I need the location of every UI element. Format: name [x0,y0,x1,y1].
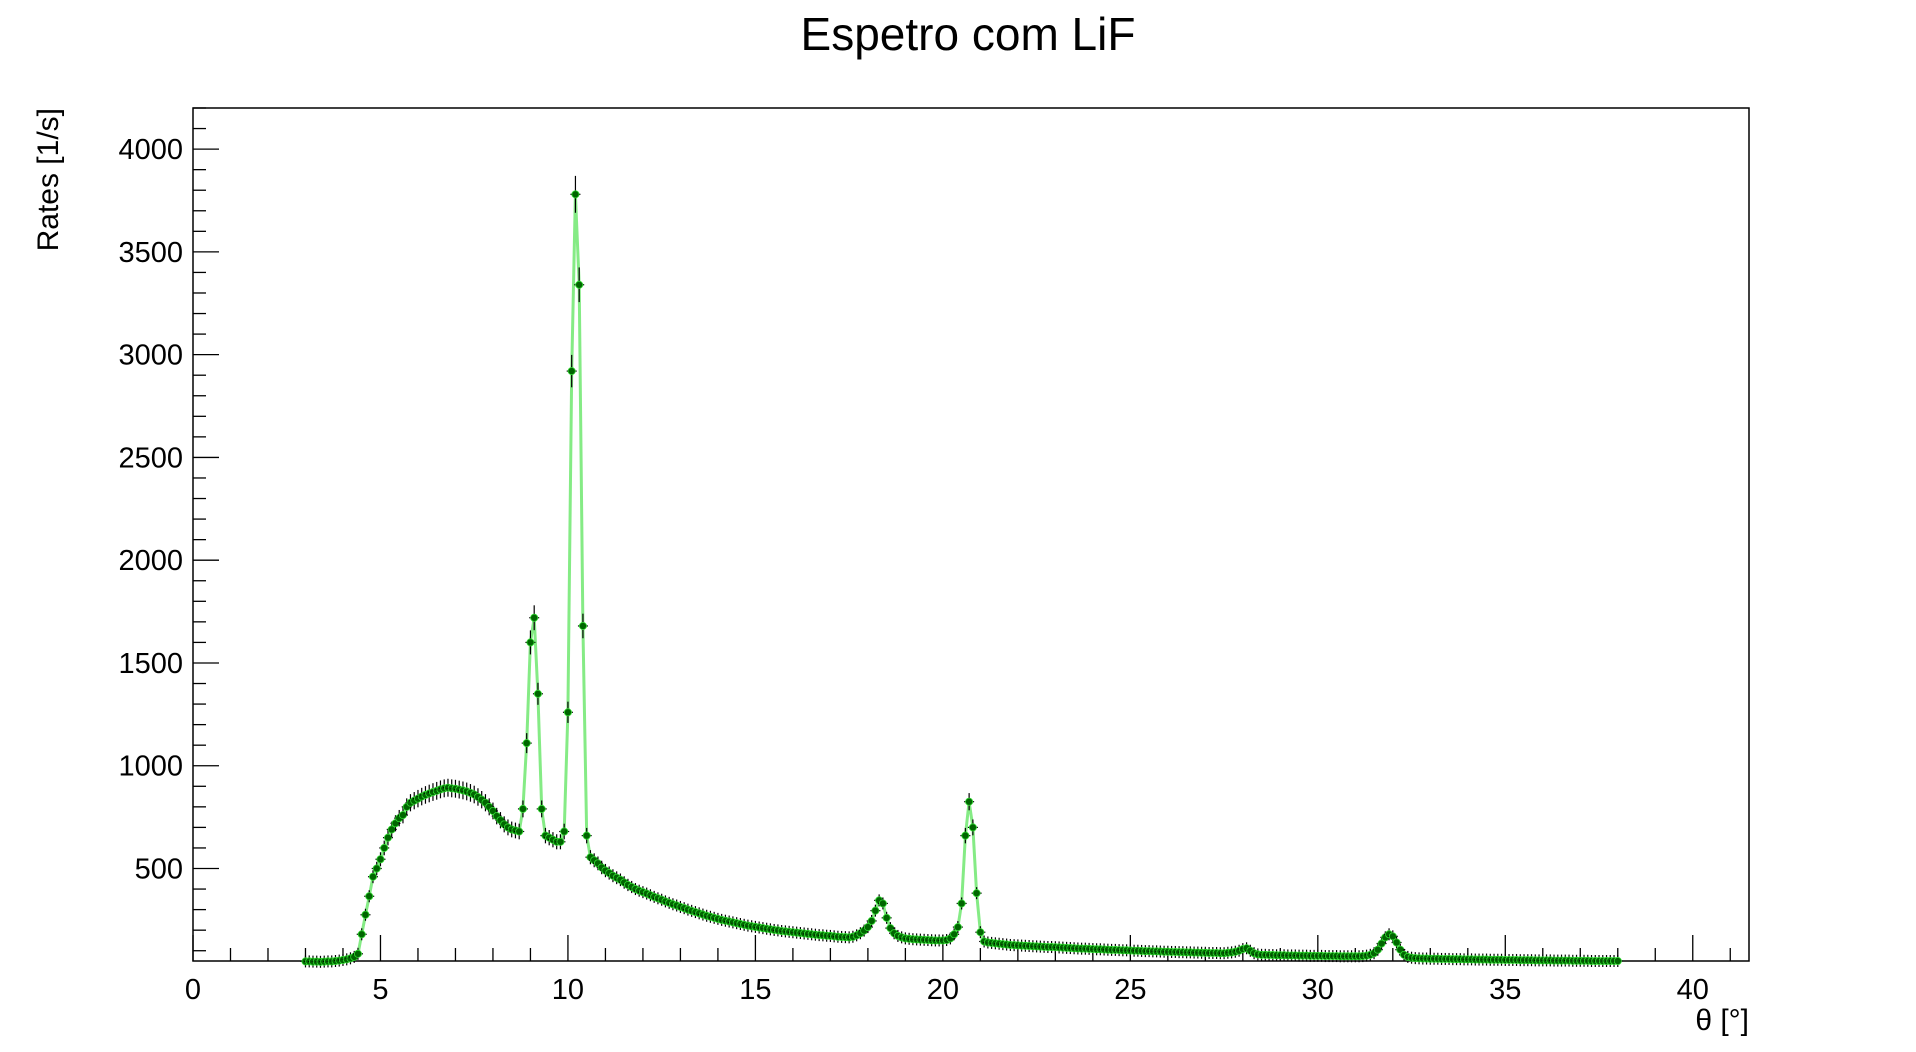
data-point [375,852,386,867]
x-axis-label: θ [°] [1695,1004,1749,1037]
y-axis-label: Rates [1/s] [32,108,65,251]
x-tick-label: 20 [927,974,959,1006]
data-point [502,819,513,836]
x-tick-label: 0 [185,974,201,1006]
data-point [870,904,881,917]
data-point [1376,937,1387,950]
x-axis: 0 5 10 15 20 25 30 35 40 [185,935,1731,1006]
data-point [517,800,528,818]
data-point [975,926,986,939]
data-point [1391,936,1402,949]
data-point [360,908,371,921]
data-point [1612,955,1623,967]
data-point [536,800,547,818]
data-point [577,613,588,639]
data-point [559,823,570,840]
data-point [382,830,393,846]
x-tick-label: 15 [739,974,771,1006]
data-point [371,861,382,876]
data-point [529,605,540,631]
y-axis: 500 1000 1500 2000 2500 3000 3500 4000 [118,107,219,952]
chart-title: Espetro com LiF [801,8,1136,60]
data-point [615,873,626,887]
data-point [964,793,975,811]
y-tick-label: 3500 [118,237,183,269]
x-tick-label: 35 [1489,974,1521,1006]
y-tick-label: 1000 [118,751,183,783]
x-tick-label: 5 [372,974,388,1006]
y-tick-label: 4000 [118,134,183,166]
x-tick-label: 10 [552,974,584,1006]
plot-frame [192,107,1750,962]
data-point [967,819,978,836]
data-point [514,823,525,840]
data-point [877,897,888,910]
data-point [952,921,963,934]
error-band [305,194,1618,964]
y-tick-label: 3000 [118,340,183,372]
data-point [532,682,543,705]
data-point [525,630,536,655]
data-point [881,911,892,924]
data-point [574,267,585,303]
data-point [367,870,378,884]
data-point [862,921,873,934]
data-point [352,947,363,960]
data-point [562,701,573,723]
y-tick-label: 2000 [118,545,183,577]
data-point [364,890,375,903]
y-tick-label: 2500 [118,442,183,474]
x-tick-label: 40 [1677,974,1709,1006]
data-point [379,840,390,856]
data-point [566,354,577,388]
data-point [949,928,960,941]
data-points [300,175,1623,968]
x-tick-label: 30 [1302,974,1334,1006]
y-tick-label: 1500 [118,648,183,680]
data-point [960,827,971,844]
data-point [956,897,967,910]
data-point [971,887,982,900]
data-point [1372,943,1383,956]
data-point [356,928,367,941]
data-point [570,175,581,213]
data-point [866,914,877,927]
data-point [1387,930,1398,943]
data-point [555,834,566,850]
data-point [521,733,532,754]
x-tick-label: 25 [1114,974,1146,1006]
data-point [581,827,592,844]
y-tick-label: 500 [135,854,183,886]
